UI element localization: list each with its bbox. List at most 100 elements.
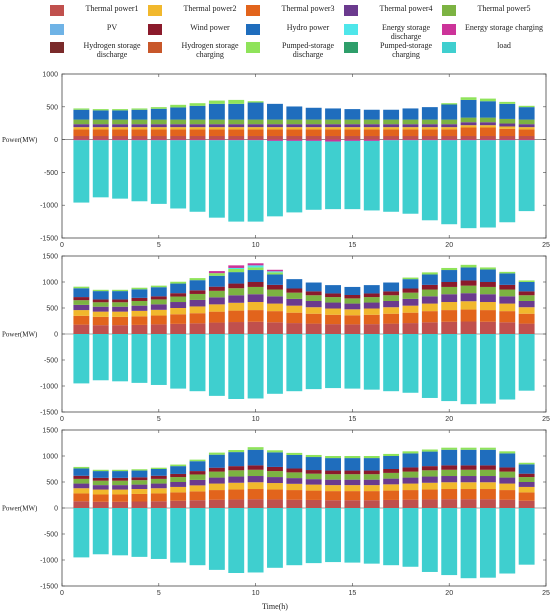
bar-segment <box>112 316 129 326</box>
bar-segment <box>150 299 167 305</box>
bar-segment <box>131 480 148 485</box>
bar-segment <box>402 139 419 141</box>
bar-segment <box>267 103 283 120</box>
bar-segment <box>499 508 516 574</box>
bar-segment <box>441 140 458 225</box>
bar-segment <box>402 305 419 313</box>
bar-segment <box>344 315 361 325</box>
legend-item: Thermal power4 <box>344 4 446 16</box>
bar-segment <box>460 135 477 140</box>
legend-item: Pumped-storage discharge <box>246 41 348 59</box>
bar-segment <box>170 464 187 467</box>
bar-segment <box>383 472 400 479</box>
bar-segment <box>228 119 245 125</box>
bar-segment <box>325 129 341 136</box>
bar-segment <box>208 100 225 104</box>
bar-segment <box>267 471 283 478</box>
bar-segment <box>189 485 206 492</box>
bar-segment <box>344 491 361 501</box>
bar-segment <box>170 129 187 136</box>
bar-segment <box>131 140 148 202</box>
y-tick-label: 0 <box>54 506 58 513</box>
bar-segment <box>286 129 303 136</box>
bar-segment <box>383 119 400 125</box>
bar-segment <box>402 483 419 491</box>
bar-segment <box>421 272 438 275</box>
bar-segment <box>305 129 322 136</box>
bar-segment <box>363 508 380 564</box>
bar-segment <box>499 296 516 304</box>
bar-segment <box>344 303 361 310</box>
bar-segment <box>421 482 438 490</box>
bar-segment <box>286 305 303 313</box>
bar-segment <box>479 321 496 334</box>
bar-segment <box>499 273 516 285</box>
bar-segment <box>305 140 322 210</box>
bar-segment <box>112 485 129 490</box>
y-tick-label: -500 <box>44 532 58 539</box>
bar-segment <box>479 489 496 500</box>
bar-segment <box>150 287 167 297</box>
bar-segment <box>402 451 419 454</box>
bar-segment <box>170 296 187 303</box>
bar-segment <box>189 129 206 136</box>
plot-frame <box>61 73 547 239</box>
bar-segment <box>131 484 148 490</box>
bar-segment <box>441 286 458 295</box>
bar-segment <box>228 499 245 508</box>
bar-segment <box>479 334 496 404</box>
bar-segment <box>344 500 361 508</box>
bar-segment <box>73 501 90 508</box>
bar-segment <box>402 499 419 508</box>
bar-segment <box>286 292 303 299</box>
bar-segment <box>228 508 245 573</box>
bar-segment <box>267 140 283 217</box>
bar-segment <box>479 499 496 508</box>
legend-swatch <box>246 5 260 16</box>
bar-segment <box>150 139 167 141</box>
bar-segment <box>518 473 535 478</box>
bar-segment <box>363 456 380 459</box>
bar-segment <box>228 310 245 323</box>
legend-swatch <box>344 5 358 16</box>
bar-segment <box>267 272 283 275</box>
bar-segment <box>208 103 225 120</box>
bar-segment <box>267 303 283 312</box>
bar-segment <box>344 485 361 492</box>
bar-segment <box>189 293 206 300</box>
legend-item: Thermal power2 <box>148 4 250 16</box>
bar-segment <box>344 508 361 563</box>
bar-segment <box>247 482 264 490</box>
bar-segment <box>73 109 90 120</box>
bar-segment <box>363 458 380 471</box>
bar-segment <box>383 456 400 469</box>
bar-segment <box>208 271 225 274</box>
bar-segment <box>73 483 90 489</box>
bar-segment <box>402 140 419 214</box>
bar-segment <box>460 127 477 136</box>
y-tick-label: -1000 <box>40 203 58 210</box>
bar-segment <box>305 295 322 301</box>
bar-segment <box>344 286 361 295</box>
bar-segment <box>479 101 496 118</box>
bar-segment <box>518 492 535 501</box>
bar-segment <box>305 334 322 390</box>
x-tick-label: 15 <box>349 416 357 423</box>
bar-segment <box>150 488 167 494</box>
bar-segment <box>421 140 438 221</box>
bar-segment <box>383 140 400 212</box>
bar-segment <box>305 490 322 500</box>
bar-segment <box>286 452 303 455</box>
bar-segment <box>305 470 322 474</box>
bar-segment <box>92 485 109 490</box>
bar-segment <box>383 499 400 508</box>
bar-segment <box>325 135 341 140</box>
bar-segment <box>479 508 496 578</box>
bar-segment <box>479 447 496 450</box>
bar-segment <box>383 307 400 314</box>
bar-segment <box>112 325 129 334</box>
bar-segment <box>286 119 303 125</box>
bar-segment <box>170 314 187 324</box>
bar-segment <box>92 124 109 128</box>
bar-segment <box>189 474 206 480</box>
